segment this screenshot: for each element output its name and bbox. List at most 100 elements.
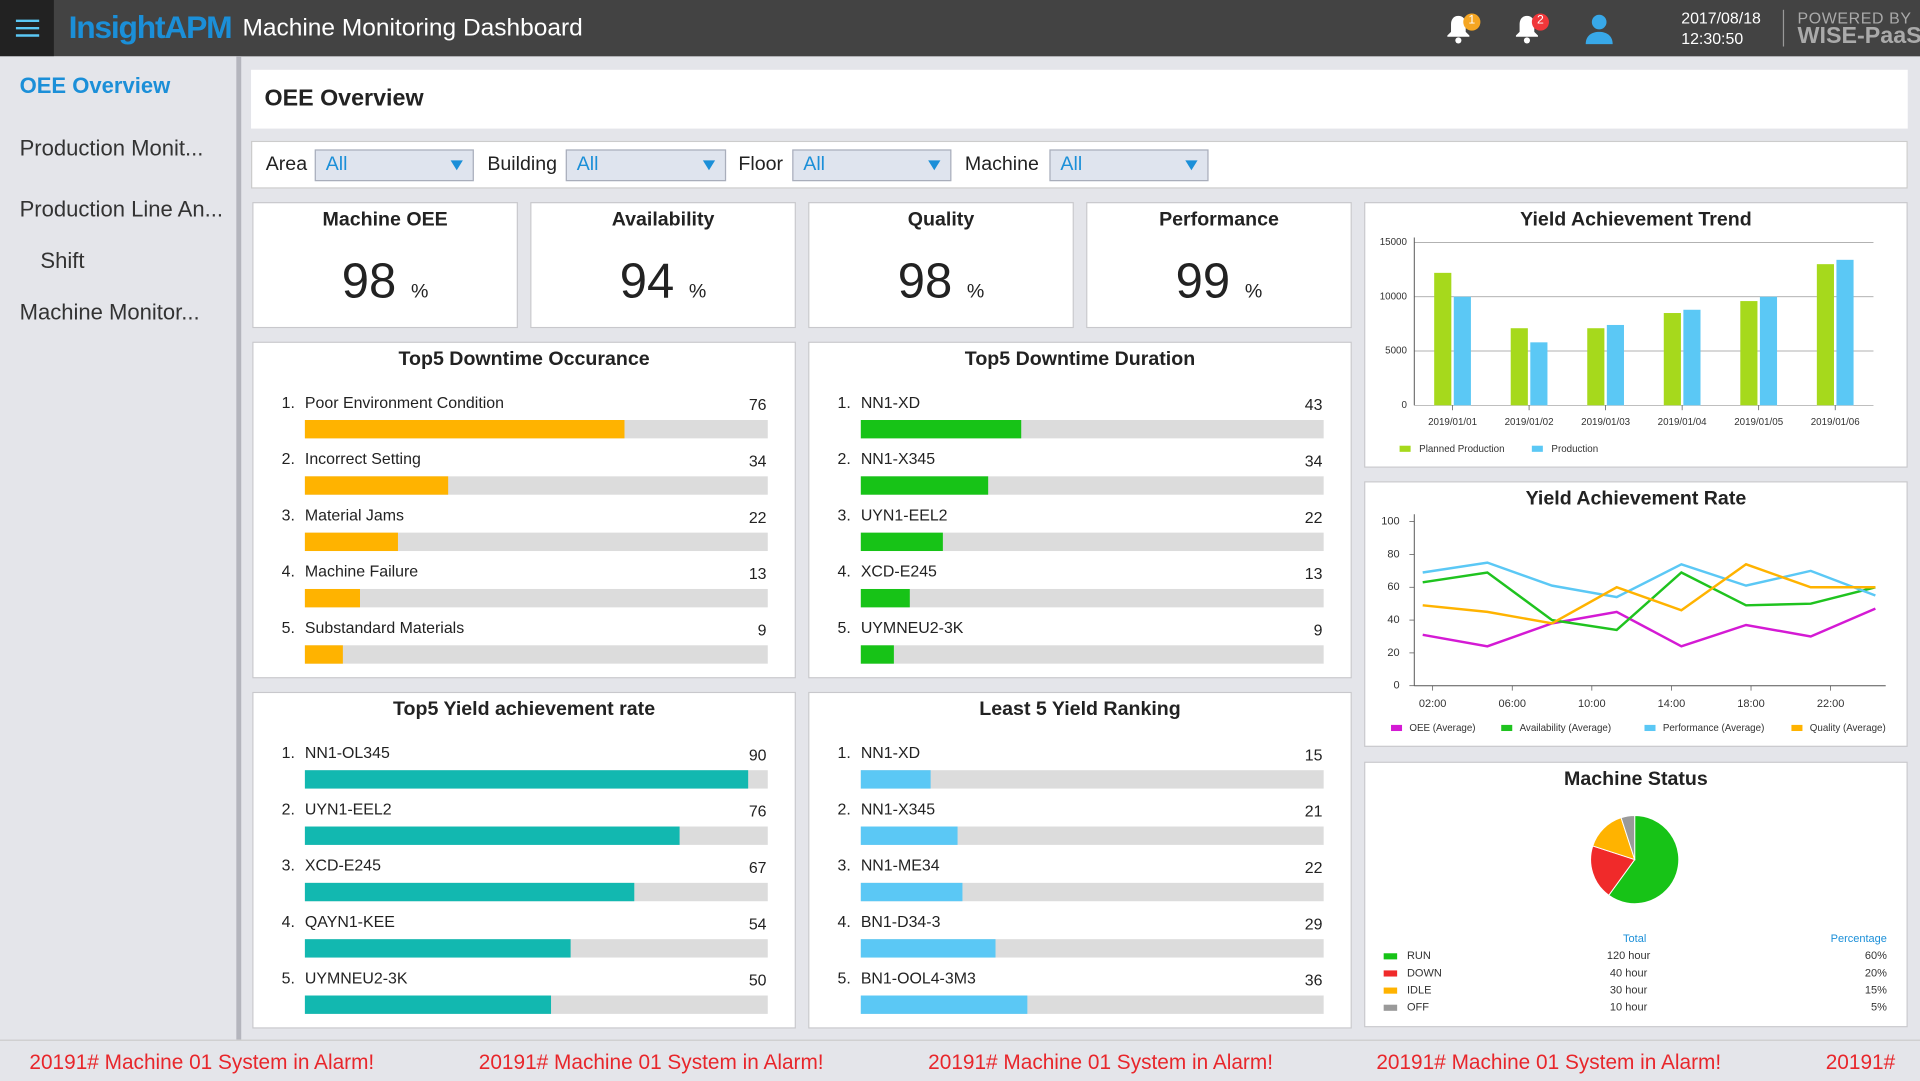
kpi-card: Performance 99%: [1086, 202, 1352, 329]
bar: [860, 532, 943, 552]
bar-track: [304, 476, 768, 495]
user-icon[interactable]: [1585, 14, 1613, 45]
filter-label: Floor: [738, 154, 784, 176]
bar-track: [860, 995, 1324, 1014]
item-value: 54: [748, 914, 767, 934]
rank: 2.: [837, 799, 851, 818]
item-name: BN1-OOL4-3M3: [860, 968, 976, 987]
rank: 3.: [281, 505, 295, 525]
filter-label: Machine: [964, 154, 1039, 176]
bar: [860, 939, 996, 958]
kpi-value: 98: [897, 254, 953, 309]
alarm-message: 20191# Machine 01 System in Alarm!: [478, 1050, 824, 1074]
panel-title: Top5 Downtime Duration: [964, 348, 1196, 370]
bar: [304, 645, 343, 664]
item-name: NN1-X345: [860, 449, 936, 468]
item-value: 13: [748, 564, 767, 583]
bar-track: [304, 882, 768, 902]
kpi-title: Performance: [1159, 209, 1279, 231]
panel-title: Top5 Yield achievement rate: [393, 699, 656, 721]
filter-select[interactable]: All: [792, 149, 952, 182]
dropdown-arrow: [928, 160, 941, 171]
filter-select[interactable]: All: [1049, 149, 1209, 182]
chart-panel: Yield Achievement Trend: [1364, 202, 1908, 468]
panel-title: Machine Status: [1564, 768, 1708, 790]
rank: 4.: [837, 912, 851, 931]
alarm-ticker: 20191# Machine 01 System in Alarm! 20191#…: [0, 1039, 1920, 1081]
menu-icon: [15, 19, 40, 37]
item-value: 29: [1304, 914, 1323, 934]
nav-item[interactable]: Shift: [40, 248, 85, 274]
kpi-value: 99: [1175, 254, 1231, 309]
rank: 1.: [837, 743, 851, 762]
filter-value: All: [803, 154, 826, 176]
rank: 1.: [281, 393, 295, 412]
bar: [304, 770, 749, 789]
item-name: Incorrect Setting: [304, 449, 421, 468]
badge: [1463, 13, 1481, 31]
item-name: UYN1-EEL2: [304, 799, 392, 818]
rank: 5.: [281, 618, 295, 637]
rank: 4.: [281, 912, 295, 931]
nav-item[interactable]: Machine Monitor...: [19, 300, 200, 325]
filter-select[interactable]: All: [565, 149, 727, 182]
nav-item[interactable]: Production Monit...: [19, 135, 204, 161]
brand: InsightAPM: [68, 8, 233, 46]
item-value: 9: [757, 620, 767, 640]
item-name: UYMNEU2-3K: [860, 618, 964, 637]
item-name: Material Jams: [304, 505, 404, 525]
app-title: Machine Monitoring Dashboard: [242, 14, 583, 42]
item-value: 15: [1304, 745, 1323, 765]
bar-track: [304, 826, 768, 845]
rank: 5.: [837, 618, 851, 637]
item-name: NN1-X345: [860, 799, 936, 818]
bar-track: [304, 420, 768, 439]
item-name: Poor Environment Condition: [304, 393, 504, 412]
nav-item[interactable]: Production Line An...: [19, 197, 224, 222]
nav-item[interactable]: OEE Overview: [19, 73, 171, 98]
platform: WISE-PaaS: [1797, 23, 1920, 49]
filter-value: All: [325, 154, 348, 176]
bar-track: [860, 476, 1324, 495]
rank: 3.: [837, 855, 851, 875]
divider: [1782, 9, 1785, 47]
rank: 4.: [837, 562, 851, 581]
bar-track: [860, 645, 1324, 664]
item-value: 90: [748, 745, 767, 765]
bar-track: [860, 588, 1324, 608]
menu-button[interactable]: [0, 0, 54, 57]
alarm-message: 20191# Machine 01 System in Alarm!: [928, 1050, 1273, 1074]
rank: 3.: [837, 505, 851, 525]
time: 12:30:50: [1681, 29, 1744, 48]
item-name: Substandard Materials: [304, 618, 465, 637]
kpi-value-row: 99%: [1087, 255, 1350, 310]
bar-track: [860, 882, 1324, 902]
rank: 1.: [837, 393, 851, 412]
ranking-panel: Top5 Downtime Occurance 1. Poor Environmen…: [252, 341, 796, 679]
bar-track: [304, 588, 768, 608]
rank: 5.: [281, 968, 295, 987]
item-value: 22: [1304, 508, 1323, 527]
bar: [860, 476, 988, 495]
bar: [304, 939, 571, 958]
item-name: NN1-XD: [860, 743, 921, 762]
rank: 2.: [837, 449, 851, 468]
filter-select[interactable]: All: [314, 149, 474, 182]
item-name: NN1-XD: [860, 393, 921, 412]
rank: 5.: [837, 968, 851, 987]
ranking-panel: Top5 Yield achievement rate 1. NN1-OL345 90…: [252, 691, 796, 1029]
kpi-unit: %: [410, 281, 429, 303]
bar: [304, 420, 625, 439]
dropdown-arrow: [1185, 160, 1198, 171]
date: 2017/08/18: [1681, 8, 1761, 27]
filter-value: All: [576, 154, 599, 176]
item-value: 22: [748, 508, 767, 527]
alarm-message: 20191# Machine 01 System in Alarm!: [1376, 1050, 1722, 1074]
ranking-panel: Top5 Downtime Duration 1. NN1-XD 43 2. NN1-X3…: [808, 341, 1352, 679]
item-name: NN1-ME34: [860, 855, 940, 875]
page-title: OEE Overview: [264, 85, 424, 112]
rank: 2.: [281, 449, 295, 468]
title-box: OEE Overview: [251, 69, 1908, 129]
bar-track: [860, 420, 1324, 439]
